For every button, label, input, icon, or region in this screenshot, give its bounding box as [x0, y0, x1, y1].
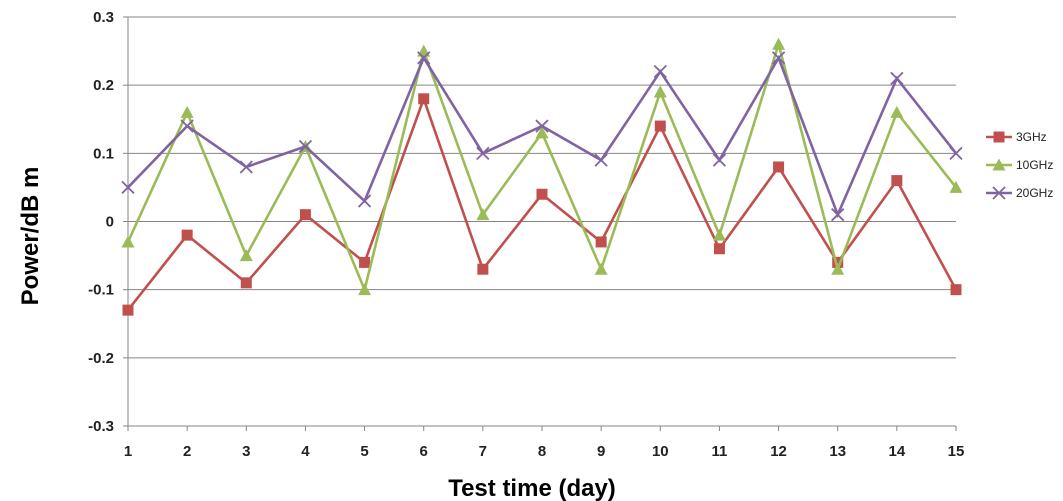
series-layer [121, 37, 963, 316]
data-point [535, 119, 549, 133]
data-point [358, 283, 372, 296]
data-point [417, 44, 431, 57]
data-point [891, 175, 903, 187]
data-point [831, 208, 845, 222]
x-tick-label: 5 [360, 443, 368, 460]
x-tick-label: 12 [770, 443, 787, 460]
data-point [653, 85, 667, 98]
data-point [418, 93, 430, 105]
legend-marker [992, 186, 1006, 200]
data-point [417, 51, 431, 65]
data-point [831, 262, 845, 275]
data-point [713, 243, 725, 255]
data-point [122, 304, 134, 316]
data-point [181, 229, 193, 241]
data-point [950, 284, 962, 296]
data-point [712, 228, 726, 241]
y-tick-label: 0 [106, 214, 114, 231]
legend-marker [992, 158, 1006, 171]
data-point [890, 71, 904, 85]
data-point [832, 256, 844, 268]
x-tick-label: 15 [948, 443, 965, 460]
y-tick-label: 0.2 [93, 77, 114, 94]
gridlines [123, 16, 957, 431]
data-point [180, 119, 194, 133]
x-tick-label: 3 [242, 443, 250, 460]
legend-label: 20GHz [1016, 186, 1053, 200]
data-point [476, 208, 490, 221]
data-point [594, 153, 608, 167]
series-20ghz [121, 51, 963, 222]
y-tick-label: 0.3 [93, 9, 114, 26]
y-tick-label: -0.1 [88, 282, 114, 299]
data-point [771, 51, 786, 65]
data-point [536, 188, 548, 200]
data-point [949, 146, 963, 160]
y-tick-labels: 0.3 0.2 0.1 0 -0.1 -0.2 -0.3 [88, 9, 114, 435]
x-tick-label: 7 [479, 443, 487, 460]
data-point [239, 160, 253, 174]
data-point [712, 153, 727, 167]
data-point [653, 64, 667, 79]
x-tick-label: 6 [420, 443, 428, 460]
data-point [180, 105, 194, 118]
data-point [595, 236, 607, 248]
legend-label: 10GHz [1016, 158, 1053, 172]
legend-item-10ghz: 10GHz [986, 158, 1053, 172]
x-tick-label: 8 [538, 443, 546, 460]
y-axis-title: Power/dB m [17, 167, 44, 306]
x-axis-title: Test time (day) [448, 475, 616, 501]
data-point [594, 262, 608, 275]
data-point [239, 249, 253, 262]
x-tick-label: 13 [829, 443, 846, 460]
y-tick-label: -0.3 [88, 418, 114, 435]
data-point [654, 120, 666, 132]
legend-marker [993, 131, 1005, 143]
data-point [477, 263, 489, 275]
data-point [890, 105, 904, 118]
data-point [299, 209, 311, 221]
data-point [240, 277, 252, 289]
x-tick-label: 4 [301, 443, 310, 460]
data-point [476, 146, 490, 160]
data-point [298, 139, 313, 154]
legend-item-3ghz: 3GHz [986, 130, 1047, 144]
data-point [359, 256, 371, 268]
y-tick-label: 0.1 [93, 145, 114, 162]
legend: 3GHz 10GHz 20GHz [986, 130, 1053, 200]
x-tick-label: 9 [597, 443, 605, 460]
data-point [121, 235, 135, 248]
data-point [772, 37, 786, 50]
data-point [949, 180, 963, 193]
series-3ghz [122, 93, 962, 316]
x-tick-label: 2 [183, 443, 191, 460]
x-tick-label: 14 [889, 443, 906, 460]
data-point [121, 180, 135, 195]
legend-label: 3GHz [1016, 130, 1047, 144]
data-point [773, 161, 785, 173]
x-tick-label: 1 [124, 443, 132, 460]
x-tick-label: 11 [711, 443, 727, 460]
legend-item-20ghz: 20GHz [986, 186, 1053, 200]
data-point [357, 194, 372, 208]
y-tick-label: -0.2 [88, 350, 114, 367]
data-point [535, 126, 549, 139]
x-tick-label: 10 [652, 443, 669, 460]
x-tick-labels: 1 2 3 4 5 6 7 8 9 10 11 12 13 14 15 [124, 443, 965, 460]
